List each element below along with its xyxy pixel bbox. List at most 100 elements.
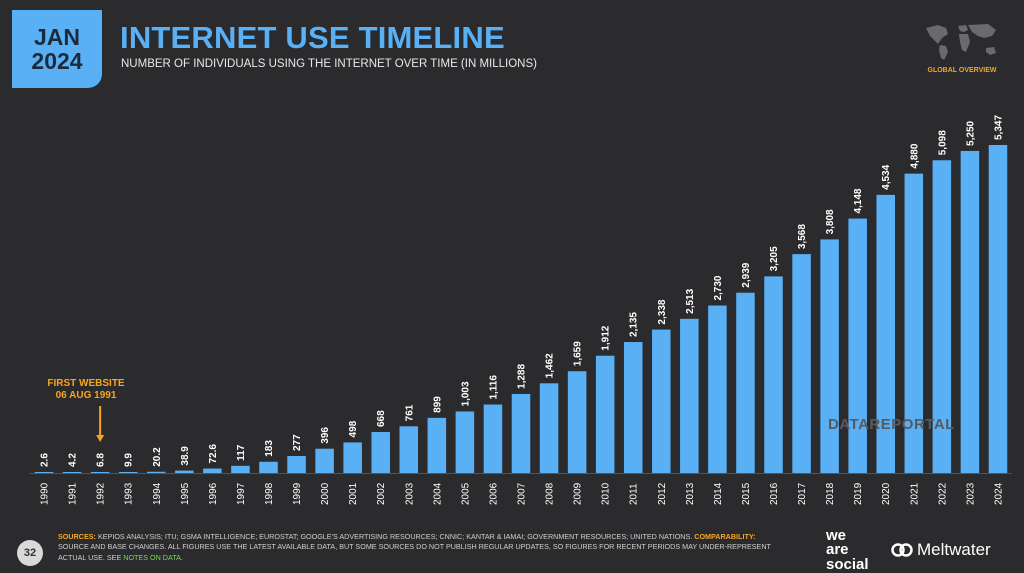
bar-2023	[960, 150, 980, 473]
bar-1996	[203, 468, 222, 473]
sources-note: SOURCES: KEPIOS ANALYSIS; ITU; GSMA INTE…	[58, 532, 788, 563]
data-label-1993: 9.9	[124, 453, 135, 467]
bar-2018	[820, 239, 839, 473]
page-title: INTERNET USE TIMELINE	[120, 20, 505, 55]
x-tick-2004: 2004	[432, 482, 443, 505]
data-label-2007: 1,288	[517, 364, 528, 389]
data-label-2000: 396	[320, 427, 331, 444]
bar-2006	[483, 404, 503, 473]
date-badge: JAN 2024	[12, 10, 102, 88]
page-subtitle: NUMBER OF INDIVIDUALS USING THE INTERNET…	[121, 58, 537, 70]
x-tick-2014: 2014	[713, 482, 724, 505]
data-label-1996: 72.6	[208, 444, 219, 464]
x-tick-1999: 1999	[292, 482, 303, 505]
x-tick-2021: 2021	[909, 482, 920, 505]
x-tick-2018: 2018	[825, 482, 836, 505]
sources-text: KEPIOS ANALYSIS; ITU; GSMA INTELLIGENCE;…	[97, 532, 693, 541]
x-tick-2023: 2023	[965, 482, 976, 505]
bar-1998	[259, 461, 278, 473]
x-tick-2001: 2001	[348, 482, 359, 505]
data-label-1992: 6.8	[96, 453, 107, 467]
data-label-2010: 1,912	[601, 325, 612, 350]
logo-word-social: social	[826, 555, 869, 573]
page-number: 32	[17, 540, 43, 566]
data-label-2023: 5,250	[965, 120, 976, 145]
x-tick-1997: 1997	[236, 482, 247, 505]
annotation-line-2: 06 AUG 1991	[55, 390, 117, 401]
data-label-1991: 4.2	[68, 453, 79, 467]
bar-2015	[736, 292, 755, 473]
bar-2001	[343, 442, 362, 473]
x-tick-1993: 1993	[124, 482, 135, 505]
logo-word-we: we	[826, 527, 847, 544]
data-label-2021: 4,880	[909, 143, 920, 168]
bar-2008	[539, 383, 559, 473]
bar-2012	[652, 329, 671, 473]
data-label-2017: 3,568	[797, 224, 808, 249]
bar-2014	[708, 305, 727, 473]
data-label-2008: 1,462	[545, 353, 556, 378]
x-tick-2009: 2009	[573, 482, 584, 505]
x-tick-2008: 2008	[545, 482, 556, 505]
first-website-annotation: FIRST WEBSITE 06 AUG 1991	[42, 378, 130, 402]
x-tick-2013: 2013	[685, 482, 696, 505]
x-tick-1991: 1991	[68, 482, 79, 505]
global-overview: GLOBAL OVERVIEW	[916, 20, 1008, 74]
date-year: 2024	[31, 48, 83, 74]
bar-2010	[595, 355, 615, 473]
x-tick-1990: 1990	[40, 482, 51, 505]
global-overview-label: GLOBAL OVERVIEW	[927, 67, 997, 74]
bar-2017	[792, 254, 811, 473]
data-label-1997: 117	[236, 444, 247, 461]
comparability-text: SOURCE AND BASE CHANGES. ALL FIGURES USE…	[58, 542, 771, 562]
data-label-1995: 38.9	[180, 446, 191, 466]
x-tick-2000: 2000	[320, 482, 331, 505]
data-label-2022: 5,098	[937, 130, 948, 155]
bar-2022	[932, 160, 952, 473]
x-tick-1994: 1994	[152, 482, 163, 505]
bar-1991	[62, 472, 82, 473]
x-tick-2022: 2022	[937, 482, 948, 505]
meltwater-wordmark: Meltwater	[917, 540, 991, 559]
bar-2021	[904, 173, 924, 473]
x-tick-2019: 2019	[853, 482, 864, 505]
notes-on-data-link[interactable]: NOTES ON DATA.	[123, 552, 183, 562]
bar-2005	[455, 411, 475, 473]
bar-2024	[988, 145, 1008, 473]
x-tick-2012: 2012	[657, 482, 668, 505]
x-tick-1992: 1992	[96, 482, 107, 505]
bar-1990	[34, 472, 54, 473]
data-label-2004: 899	[432, 396, 443, 413]
data-label-1994: 20.2	[152, 447, 163, 467]
data-label-1999: 277	[292, 434, 303, 451]
date-month: JAN	[33, 23, 80, 50]
x-tick-2005: 2005	[460, 482, 471, 505]
data-label-2012: 2,338	[657, 299, 668, 324]
x-tick-2020: 2020	[881, 482, 892, 505]
data-label-2005: 1,003	[460, 381, 471, 406]
x-tick-1996: 1996	[208, 482, 219, 505]
data-label-2011: 2,135	[629, 312, 640, 337]
x-tick-2002: 2002	[376, 482, 387, 505]
bar-1999	[287, 456, 306, 473]
meltwater-mark-icon	[891, 543, 913, 557]
bar-2003	[399, 426, 419, 473]
data-label-2014: 2,730	[713, 275, 724, 300]
data-label-2015: 2,939	[741, 262, 752, 287]
bar-2020	[876, 194, 896, 473]
x-tick-2016: 2016	[769, 482, 780, 505]
data-label-2003: 761	[404, 404, 415, 421]
x-tick-2006: 2006	[488, 482, 499, 505]
world-map-icon	[926, 24, 996, 60]
bar-2007	[511, 393, 531, 473]
bar-2000	[315, 448, 334, 473]
x-tick-2017: 2017	[797, 482, 808, 505]
we-are-social-logo: we are social	[826, 527, 869, 573]
bar-2004	[427, 417, 447, 473]
x-tick-2015: 2015	[741, 482, 752, 505]
data-label-2018: 3,808	[825, 209, 836, 234]
data-label-1990: 2.6	[40, 453, 51, 467]
data-label-1998: 183	[264, 440, 275, 457]
bar-1995	[175, 470, 194, 473]
